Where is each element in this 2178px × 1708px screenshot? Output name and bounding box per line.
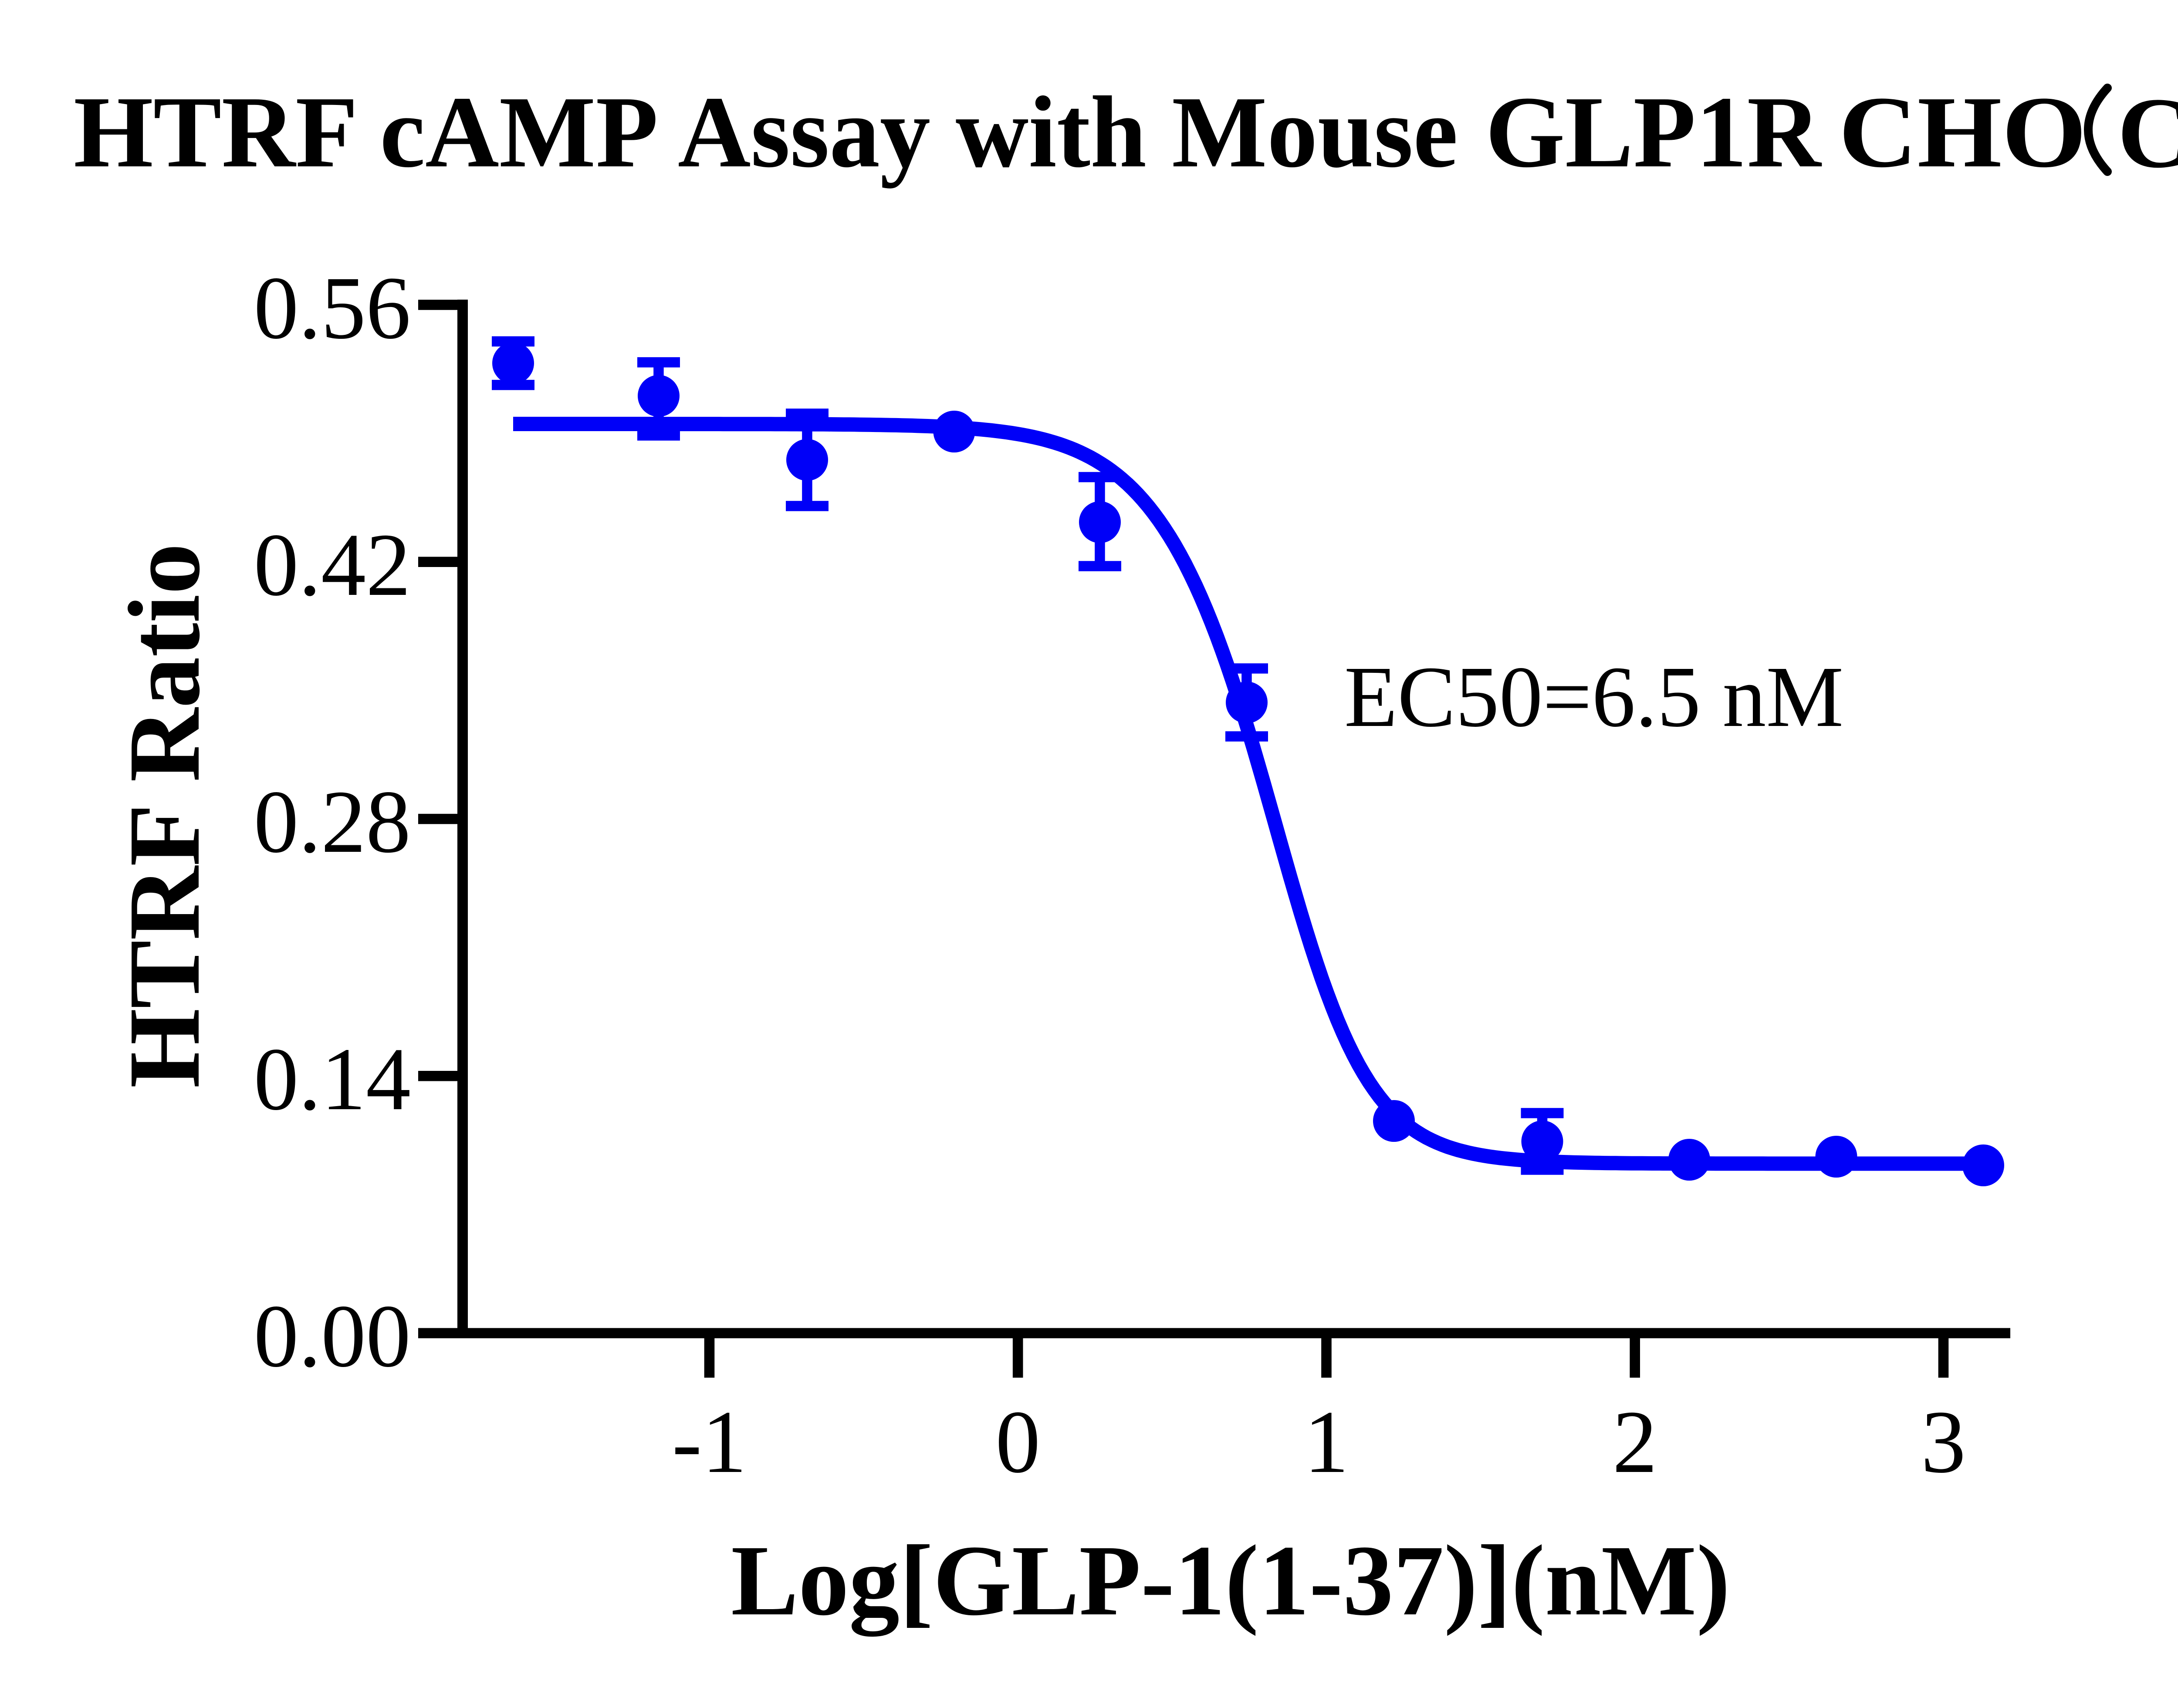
svg-text:HTRF cAMP: HTRF cAMP (74, 75, 658, 189)
svg-text:EC50=6.5 nM: EC50=6.5 nM (1344, 649, 1843, 745)
svg-text:3: 3 (1921, 1392, 1966, 1492)
svg-text:2: 2 (1613, 1392, 1657, 1492)
svg-text:GLP1R: GLP1R (1485, 75, 1822, 189)
svg-text:C15: C15 (2117, 77, 2178, 189)
svg-text:0.28: 0.28 (254, 772, 411, 871)
svg-text:Assay with Mouse: Assay with Mouse (678, 75, 1458, 189)
svg-text:-1: -1 (672, 1392, 747, 1492)
svg-text:Log[GLP-1(1-37)](nM): Log[GLP-1(1-37)](nM) (731, 1525, 1730, 1637)
svg-text:0.42: 0.42 (254, 515, 411, 614)
svg-text:0.14: 0.14 (254, 1029, 411, 1129)
svg-text:0.00: 0.00 (254, 1286, 411, 1386)
svg-text:0: 0 (995, 1392, 1040, 1492)
svg-text:HTRF Ratio: HTRF Ratio (108, 543, 221, 1088)
svg-text:CHO: CHO (1839, 75, 2087, 189)
svg-text:1: 1 (1304, 1392, 1349, 1492)
svg-text:0.56: 0.56 (254, 258, 411, 358)
